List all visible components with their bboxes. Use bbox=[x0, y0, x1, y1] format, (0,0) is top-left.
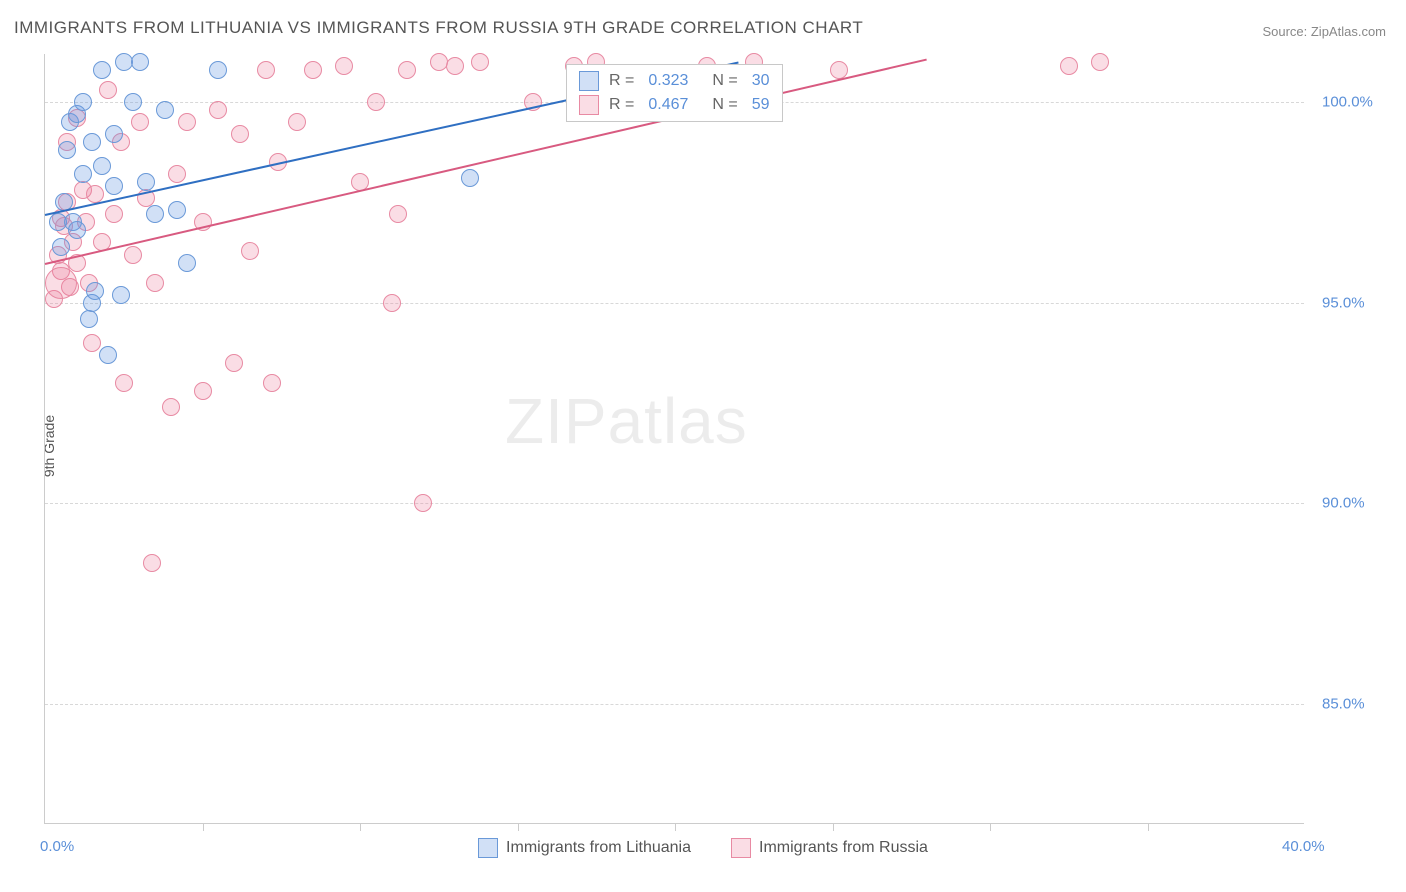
data-point-russia bbox=[115, 374, 133, 392]
data-point-lithuania bbox=[74, 93, 92, 111]
data-point-lithuania bbox=[68, 221, 86, 239]
x-tick bbox=[518, 823, 519, 831]
data-point-lithuania bbox=[99, 346, 117, 364]
data-point-lithuania bbox=[74, 165, 92, 183]
gridline bbox=[45, 704, 1304, 705]
chart-plot-area: ZIPatlas bbox=[44, 54, 1304, 824]
data-point-russia bbox=[105, 205, 123, 223]
data-point-lithuania bbox=[209, 61, 227, 79]
r-value: 0.467 bbox=[648, 96, 688, 114]
data-point-lithuania bbox=[105, 177, 123, 195]
x-tick bbox=[990, 823, 991, 831]
data-point-lithuania bbox=[52, 238, 70, 256]
stats-row: R = 0.467 N = 59 bbox=[567, 93, 782, 117]
x-tick bbox=[833, 823, 834, 831]
source-label: Source: ZipAtlas.com bbox=[1262, 24, 1386, 39]
r-value: 0.323 bbox=[648, 72, 688, 90]
data-point-russia bbox=[383, 294, 401, 312]
data-point-russia bbox=[231, 125, 249, 143]
swatch-icon bbox=[579, 95, 599, 115]
chart-title: IMMIGRANTS FROM LITHUANIA VS IMMIGRANTS … bbox=[14, 18, 863, 38]
data-point-lithuania bbox=[168, 201, 186, 219]
data-point-russia bbox=[446, 57, 464, 75]
data-point-lithuania bbox=[156, 101, 174, 119]
data-point-lithuania bbox=[146, 205, 164, 223]
data-point-russia bbox=[263, 374, 281, 392]
gridline bbox=[45, 503, 1304, 504]
data-point-lithuania bbox=[93, 157, 111, 175]
data-point-russia bbox=[398, 61, 416, 79]
n-value: 59 bbox=[752, 96, 770, 114]
data-point-russia bbox=[194, 382, 212, 400]
data-point-lithuania bbox=[112, 286, 130, 304]
data-point-lithuania bbox=[131, 53, 149, 71]
data-point-lithuania bbox=[86, 282, 104, 300]
x-tick bbox=[360, 823, 361, 831]
swatch-icon bbox=[579, 71, 599, 91]
data-point-lithuania bbox=[80, 310, 98, 328]
data-point-russia bbox=[99, 81, 117, 99]
data-point-russia bbox=[367, 93, 385, 111]
data-point-russia bbox=[471, 53, 489, 71]
data-point-russia bbox=[178, 113, 196, 131]
bottom-legend: Immigrants from Lithuania Immigrants fro… bbox=[0, 838, 1406, 858]
legend-item-russia: Immigrants from Russia bbox=[731, 838, 928, 858]
data-point-russia bbox=[168, 165, 186, 183]
data-point-russia bbox=[304, 61, 322, 79]
data-point-russia bbox=[225, 354, 243, 372]
data-point-russia bbox=[124, 246, 142, 264]
legend-label: Immigrants from Lithuania bbox=[506, 839, 691, 857]
data-point-russia bbox=[241, 242, 259, 260]
x-tick bbox=[203, 823, 204, 831]
data-point-lithuania bbox=[83, 133, 101, 151]
data-point-lithuania bbox=[178, 254, 196, 272]
data-point-lithuania bbox=[105, 125, 123, 143]
data-point-lithuania bbox=[93, 61, 111, 79]
x-tick bbox=[675, 823, 676, 831]
watermark-atlas: atlas bbox=[608, 385, 748, 457]
data-point-russia bbox=[143, 554, 161, 572]
data-point-russia bbox=[414, 494, 432, 512]
watermark: ZIPatlas bbox=[505, 384, 748, 458]
data-point-russia bbox=[83, 334, 101, 352]
x-tick bbox=[1148, 823, 1149, 831]
x-axis-max-label: 40.0% bbox=[1282, 838, 1325, 855]
data-point-lithuania bbox=[137, 173, 155, 191]
y-tick-label: 95.0% bbox=[1322, 294, 1365, 311]
stats-row: R = 0.323 N = 30 bbox=[567, 69, 782, 93]
stats-legend: R = 0.323 N = 30 R = 0.467 N = 59 bbox=[566, 64, 783, 122]
data-point-lithuania bbox=[124, 93, 142, 111]
gridline bbox=[45, 303, 1304, 304]
data-point-russia bbox=[288, 113, 306, 131]
n-label: N = bbox=[712, 72, 737, 90]
data-point-russia bbox=[389, 205, 407, 223]
data-point-russia bbox=[1091, 53, 1109, 71]
trend-line-russia bbox=[45, 58, 927, 264]
watermark-zip: ZIP bbox=[505, 385, 608, 457]
swatch-icon bbox=[478, 838, 498, 858]
n-label: N = bbox=[712, 96, 737, 114]
n-value: 30 bbox=[752, 72, 770, 90]
y-tick-label: 90.0% bbox=[1322, 495, 1365, 512]
y-tick-label: 100.0% bbox=[1322, 94, 1373, 111]
data-point-russia bbox=[209, 101, 227, 119]
data-point-russia bbox=[1060, 57, 1078, 75]
data-point-russia bbox=[146, 274, 164, 292]
legend-label: Immigrants from Russia bbox=[759, 839, 928, 857]
r-label: R = bbox=[609, 96, 634, 114]
data-point-russia bbox=[257, 61, 275, 79]
data-point-russia bbox=[162, 398, 180, 416]
legend-item-lithuania: Immigrants from Lithuania bbox=[478, 838, 691, 858]
y-tick-label: 85.0% bbox=[1322, 695, 1365, 712]
x-axis-min-label: 0.0% bbox=[40, 838, 74, 855]
data-point-lithuania bbox=[461, 169, 479, 187]
data-point-russia bbox=[131, 113, 149, 131]
data-point-russia bbox=[45, 267, 77, 299]
data-point-lithuania bbox=[58, 141, 76, 159]
swatch-icon bbox=[731, 838, 751, 858]
data-point-russia bbox=[335, 57, 353, 75]
r-label: R = bbox=[609, 72, 634, 90]
